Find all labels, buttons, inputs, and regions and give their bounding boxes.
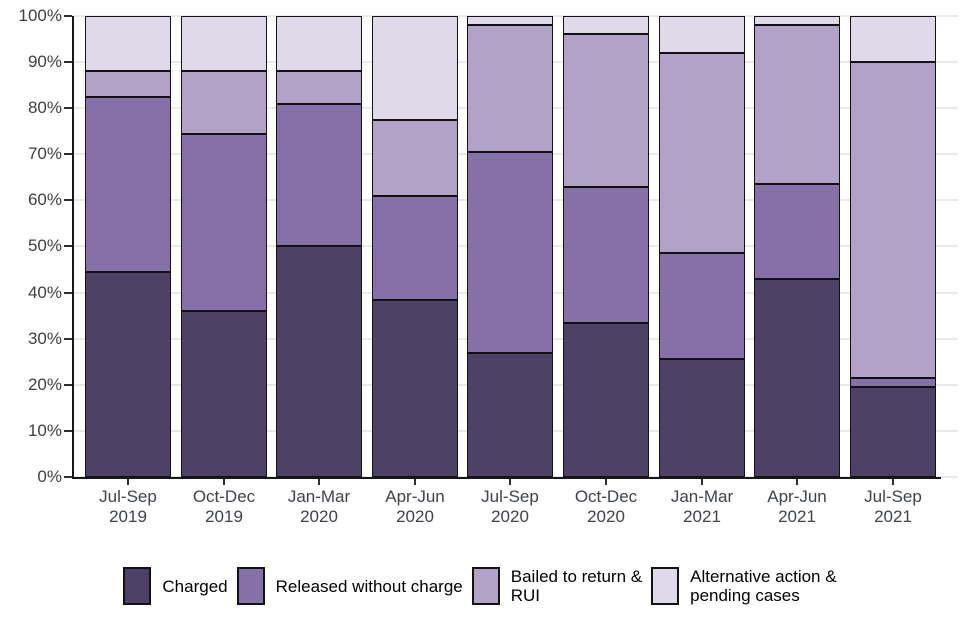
bar-segment — [850, 62, 936, 378]
bar-segment — [850, 16, 936, 62]
legend-label: Bailed to return & RUI — [510, 567, 643, 605]
bar-segment — [563, 187, 649, 323]
bar-segment — [754, 279, 840, 477]
x-category-label: Oct-Dec 2019 — [192, 487, 256, 526]
legend-item: Released without charge — [236, 567, 463, 605]
x-tick — [127, 479, 129, 485]
y-tick — [64, 292, 72, 294]
y-tick — [64, 107, 72, 109]
y-tick-label: 70% — [27, 144, 62, 163]
x-category-label: Jul-Sep 2020 — [481, 487, 539, 526]
bar-segment — [659, 253, 745, 359]
legend-swatch — [471, 567, 500, 605]
bar-segment — [372, 120, 458, 196]
chart-legend: Charged Released without charge Bailed to … — [0, 567, 960, 605]
x-tick — [892, 479, 894, 485]
y-tick — [64, 338, 72, 340]
legend-swatch — [236, 567, 265, 605]
legend-swatch — [123, 567, 152, 605]
legend-label: Released without charge — [275, 576, 463, 596]
bar-segment — [659, 359, 745, 477]
y-tick — [64, 384, 72, 386]
y-tick — [64, 245, 72, 247]
x-tick — [509, 479, 511, 485]
bar-segment — [563, 16, 649, 34]
y-tick-label: 100% — [18, 6, 62, 25]
x-category-label: Apr-Jun 2021 — [767, 487, 827, 526]
y-tick-label: 60% — [27, 190, 62, 209]
bar-segment — [276, 104, 362, 246]
y-tick-label: 20% — [27, 375, 62, 394]
y-tick-label: 40% — [27, 283, 62, 302]
bar-segment — [372, 196, 458, 300]
bar-segment — [372, 300, 458, 477]
y-tick-label: 90% — [27, 52, 62, 71]
x-tick — [605, 479, 607, 485]
bar-segment — [850, 387, 936, 477]
bar-segment — [181, 134, 267, 311]
bar-segment — [754, 184, 840, 279]
bar-segment — [754, 25, 840, 184]
bar-segment — [563, 34, 649, 187]
bar-segment — [85, 97, 171, 272]
bar-segment — [181, 16, 267, 71]
x-category-label: Jul-Sep 2019 — [99, 487, 157, 526]
x-category-label: Jan-Mar 2020 — [287, 487, 351, 526]
y-tick — [64, 15, 72, 17]
y-tick — [64, 430, 72, 432]
legend-item: Charged — [123, 567, 228, 605]
bar-segment — [276, 71, 362, 104]
legend-swatch — [651, 567, 680, 605]
bar-segment — [467, 152, 553, 353]
bar-segment — [181, 311, 267, 477]
x-axis-line — [72, 477, 941, 479]
bar-segment — [276, 246, 362, 477]
legend-item: Bailed to return & RUI — [471, 567, 643, 605]
legend-label: Charged — [162, 576, 228, 596]
x-tick — [414, 479, 416, 485]
legend-label: Alternative action & pending cases — [690, 567, 837, 605]
bar-segment — [372, 16, 458, 120]
bar-segment — [467, 16, 553, 25]
y-tick — [64, 153, 72, 155]
x-category-label: Jul-Sep 2021 — [864, 487, 922, 526]
x-tick — [318, 479, 320, 485]
bar-segment — [754, 16, 840, 25]
bar-segment — [85, 71, 171, 97]
bar-segment — [850, 378, 936, 387]
bar-segment — [659, 53, 745, 253]
x-category-label: Jan-Mar 2021 — [670, 487, 734, 526]
legend-item: Alternative action & pending cases — [651, 567, 837, 605]
y-tick-label: 0% — [37, 467, 62, 486]
bar-segment — [181, 71, 267, 134]
y-tick-label: 80% — [27, 98, 62, 117]
y-tick-label: 10% — [27, 421, 62, 440]
x-tick — [701, 479, 703, 485]
bar-segment — [85, 16, 171, 71]
y-tick — [64, 61, 72, 63]
y-tick — [64, 199, 72, 201]
bar-segment — [563, 323, 649, 477]
y-axis-line — [72, 16, 74, 479]
bar-segment — [659, 16, 745, 53]
bar-segment — [467, 353, 553, 477]
y-tick-label: 30% — [27, 329, 62, 348]
y-tick — [64, 476, 72, 478]
bar-segment — [467, 25, 553, 152]
bar-segment — [276, 16, 362, 71]
bar-segment — [85, 272, 171, 477]
x-tick — [223, 479, 225, 485]
x-tick — [796, 479, 798, 485]
x-category-label: Apr-Jun 2020 — [385, 487, 445, 526]
x-category-label: Oct-Dec 2020 — [574, 487, 638, 526]
y-tick-label: 50% — [27, 236, 62, 255]
